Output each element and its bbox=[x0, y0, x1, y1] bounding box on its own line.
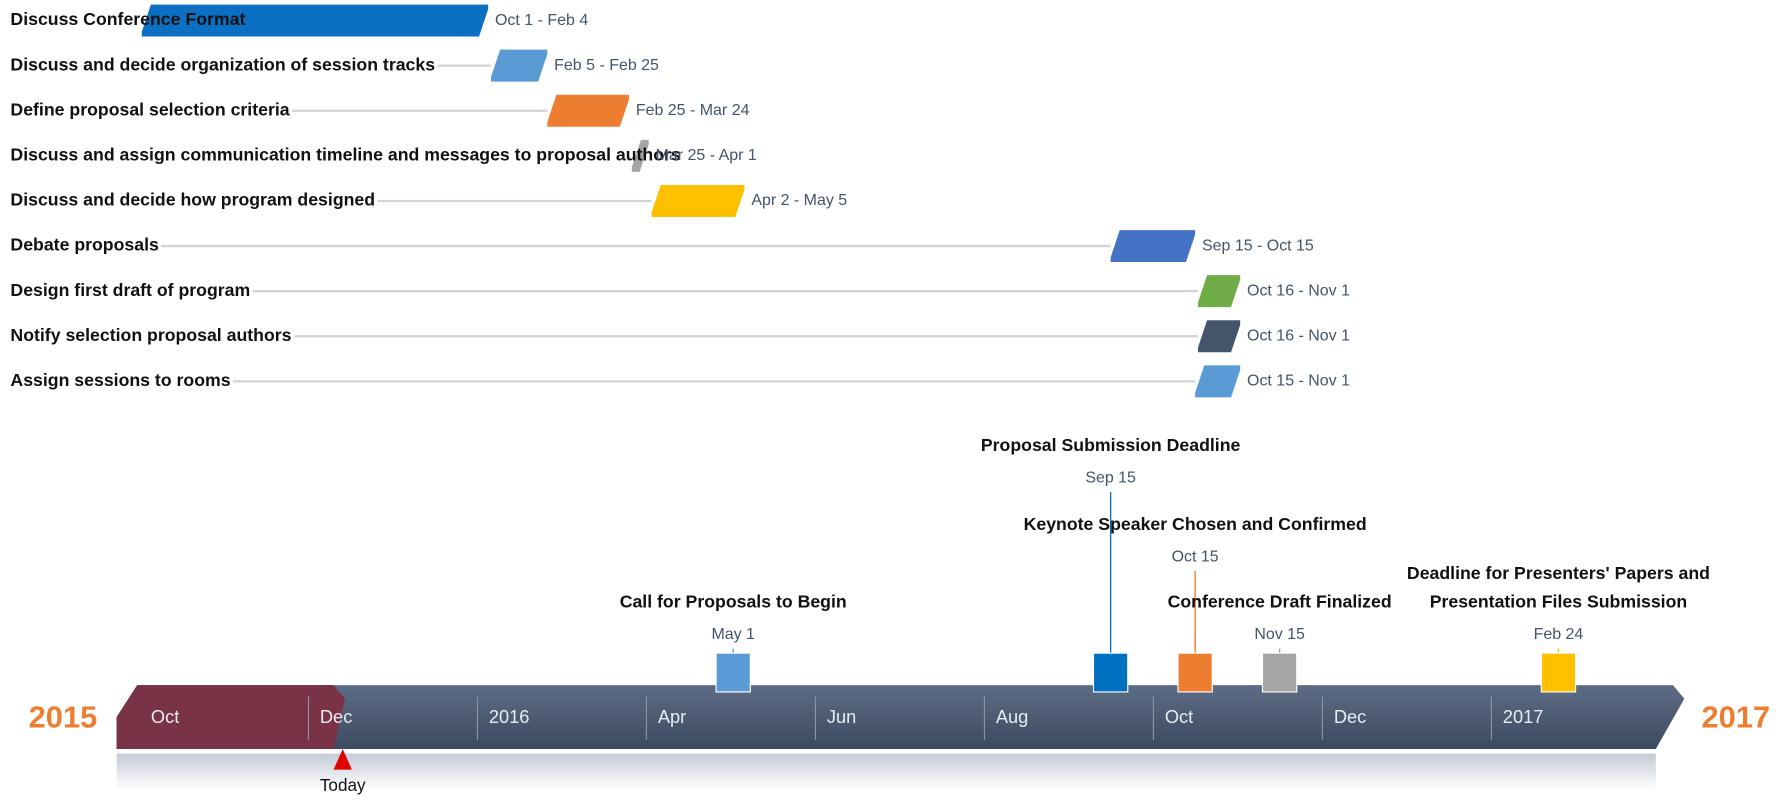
axis-band bbox=[116, 685, 1685, 750]
milestone-date: Sep 15 bbox=[1085, 470, 1136, 487]
task-label: Notify selection proposal authors bbox=[10, 325, 291, 345]
task-label: Define proposal selection criteria bbox=[10, 99, 289, 119]
milestone-title: Presentation Files Submission bbox=[1430, 592, 1688, 612]
end-year: 2017 bbox=[1701, 699, 1770, 734]
task-bar bbox=[651, 184, 745, 217]
milestone-title: Keynote Speaker Chosen and Confirmed bbox=[1024, 514, 1367, 534]
task-bar bbox=[631, 139, 649, 172]
milestone-title: Call for Proposals to Begin bbox=[620, 592, 847, 612]
milestone-date: Nov 15 bbox=[1254, 626, 1305, 643]
axis-label: Oct bbox=[151, 706, 179, 727]
task-dates: Oct 16 - Nov 1 bbox=[1247, 327, 1350, 344]
task-label: Discuss and decide how program designed bbox=[10, 190, 375, 210]
task-bar bbox=[1197, 320, 1241, 353]
axis-label: 2016 bbox=[489, 706, 530, 727]
task-bar bbox=[1110, 230, 1196, 263]
task-dates: Apr 2 - May 5 bbox=[751, 192, 847, 209]
task-bar bbox=[490, 49, 548, 82]
task-bar bbox=[547, 94, 630, 127]
task-label: Discuss and decide organization of sessi… bbox=[10, 54, 435, 74]
milestone-date: May 1 bbox=[711, 626, 755, 643]
milestone-title: Conference Draft Finalized bbox=[1168, 592, 1392, 612]
axis-label: Jun bbox=[827, 706, 856, 727]
task-label: Assign sessions to rooms bbox=[10, 370, 230, 390]
task-bar bbox=[1195, 365, 1241, 398]
milestone-marker bbox=[1177, 652, 1213, 693]
axis-label: Dec bbox=[1334, 706, 1366, 727]
axis-label: Oct bbox=[1165, 706, 1193, 727]
today-label: Today bbox=[320, 776, 366, 795]
task-dates: Oct 1 - Feb 4 bbox=[495, 12, 588, 29]
milestone-title: Proposal Submission Deadline bbox=[981, 435, 1241, 455]
task-label: Debate proposals bbox=[10, 235, 159, 255]
axis-label: Aug bbox=[996, 706, 1028, 727]
task-dates: Mar 25 - Apr 1 bbox=[656, 147, 757, 164]
task-label: Design first draft of program bbox=[10, 280, 250, 300]
task-bar bbox=[1197, 275, 1241, 308]
elapsed-band bbox=[116, 685, 345, 750]
milestone-marker bbox=[1092, 652, 1129, 693]
milestone-date: Feb 24 bbox=[1534, 626, 1584, 643]
axis-label: 2017 bbox=[1503, 706, 1544, 727]
task-dates: Feb 25 - Mar 24 bbox=[636, 102, 750, 119]
task-dates: Oct 15 - Nov 1 bbox=[1247, 373, 1350, 390]
task-dates: Feb 5 - Feb 25 bbox=[554, 57, 659, 74]
milestone-title: Deadline for Presenters' Papers and bbox=[1407, 563, 1710, 583]
axis-reflection bbox=[116, 753, 1656, 791]
axis-label: Dec bbox=[320, 706, 352, 727]
start-year: 2015 bbox=[29, 699, 98, 734]
milestone-marker bbox=[1540, 652, 1577, 693]
task-dates: Oct 16 - Nov 1 bbox=[1247, 282, 1350, 299]
milestone-marker bbox=[1261, 652, 1298, 693]
today-marker bbox=[333, 749, 352, 770]
task-label: Discuss Conference Format bbox=[10, 9, 245, 29]
milestone-marker bbox=[715, 652, 751, 693]
task-bar bbox=[141, 4, 489, 37]
task-dates: Sep 15 - Oct 15 bbox=[1202, 237, 1314, 254]
task-label: Discuss and assign communication timelin… bbox=[10, 145, 680, 165]
axis-label: Apr bbox=[658, 706, 686, 727]
milestone-date: Oct 15 bbox=[1172, 548, 1219, 565]
